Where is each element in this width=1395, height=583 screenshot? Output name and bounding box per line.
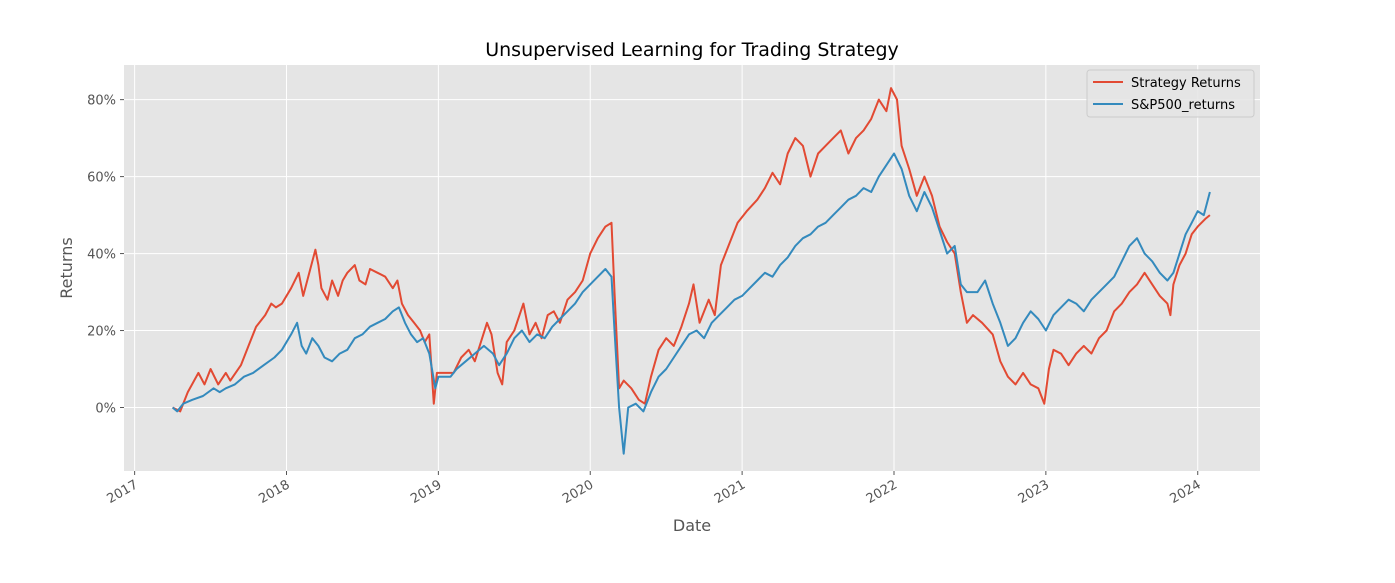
chart-title: Unsupervised Learning for Trading Strate…	[485, 39, 899, 61]
x-tick-label: 2022	[864, 477, 900, 507]
y-tick-label: 20%	[87, 325, 116, 340]
x-tick-label: 2020	[560, 477, 596, 507]
y-axis-ticks: 0% 20% 40% 60% 80%	[87, 94, 124, 417]
series-layer	[171, 87, 1211, 455]
x-tick-label: 2024	[1168, 477, 1204, 507]
x-axis-ticks: 2017 2018 2019 2020 2021 2022 2023 2024	[104, 471, 1204, 507]
plot-area	[124, 65, 1260, 471]
series-line-strategy-returns	[172, 87, 1211, 413]
y-axis-label: Returns	[57, 237, 76, 298]
series-line-s-p500-returns	[171, 152, 1211, 455]
x-tick-label: 2019	[408, 477, 444, 507]
x-tick-label: 2021	[712, 477, 748, 507]
legend: Strategy Returns S&P500_returns	[1086, 69, 1255, 118]
legend-label-strategy-returns: Strategy Returns	[1131, 76, 1241, 91]
y-tick-label: 80%	[87, 94, 116, 109]
x-tick-label: 2018	[256, 477, 292, 507]
y-tick-label: 60%	[87, 171, 116, 186]
y-tick-label: 40%	[87, 248, 116, 263]
y-tick-label: 0%	[95, 402, 116, 417]
x-tick-label: 2017	[104, 477, 140, 507]
legend-box	[1086, 69, 1255, 118]
legend-label-sp500-returns: S&P500_returns	[1131, 98, 1235, 113]
x-tick-label: 2023	[1016, 477, 1052, 507]
x-axis-label: Date	[673, 516, 711, 535]
grid-lines	[124, 65, 1260, 471]
